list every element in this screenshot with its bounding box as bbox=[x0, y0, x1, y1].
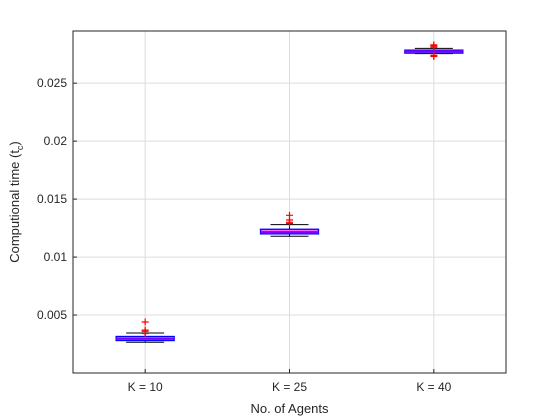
outlier-marker bbox=[430, 43, 438, 51]
box-group bbox=[259, 211, 320, 237]
y-tick-label: 0.005 bbox=[37, 308, 67, 322]
y-axis-label-close: ) bbox=[7, 141, 22, 145]
outlier-marker bbox=[141, 330, 149, 338]
y-axis-ticks: 0.005 0.01 0.015 0.02 0.025 bbox=[37, 76, 77, 322]
box-series bbox=[115, 41, 464, 343]
y-axis-label-subscript: c bbox=[15, 145, 25, 150]
x-axis-label: No. of Agents bbox=[250, 401, 329, 416]
box-group bbox=[115, 318, 175, 343]
grid-lines bbox=[73, 31, 506, 373]
box-group bbox=[404, 41, 464, 61]
y-tick-label: 0.02 bbox=[44, 134, 68, 148]
y-tick-label: 0.01 bbox=[44, 250, 68, 264]
outlier-marker bbox=[286, 219, 293, 227]
x-tick-label: K = 40 bbox=[416, 380, 451, 394]
outlier-marker bbox=[430, 53, 438, 61]
x-axis-ticks: K = 10 K = 25 K = 40 bbox=[128, 369, 452, 394]
y-tick-label: 0.015 bbox=[37, 192, 67, 206]
outlier-marker bbox=[141, 318, 149, 326]
y-tick-label: 0.025 bbox=[37, 76, 67, 90]
y-axis-label: Computional time (tc) bbox=[7, 141, 25, 263]
y-axis-label-main: Computional time (t bbox=[7, 150, 22, 263]
x-tick-label: K = 10 bbox=[128, 380, 163, 394]
x-tick-label: K = 25 bbox=[272, 380, 307, 394]
